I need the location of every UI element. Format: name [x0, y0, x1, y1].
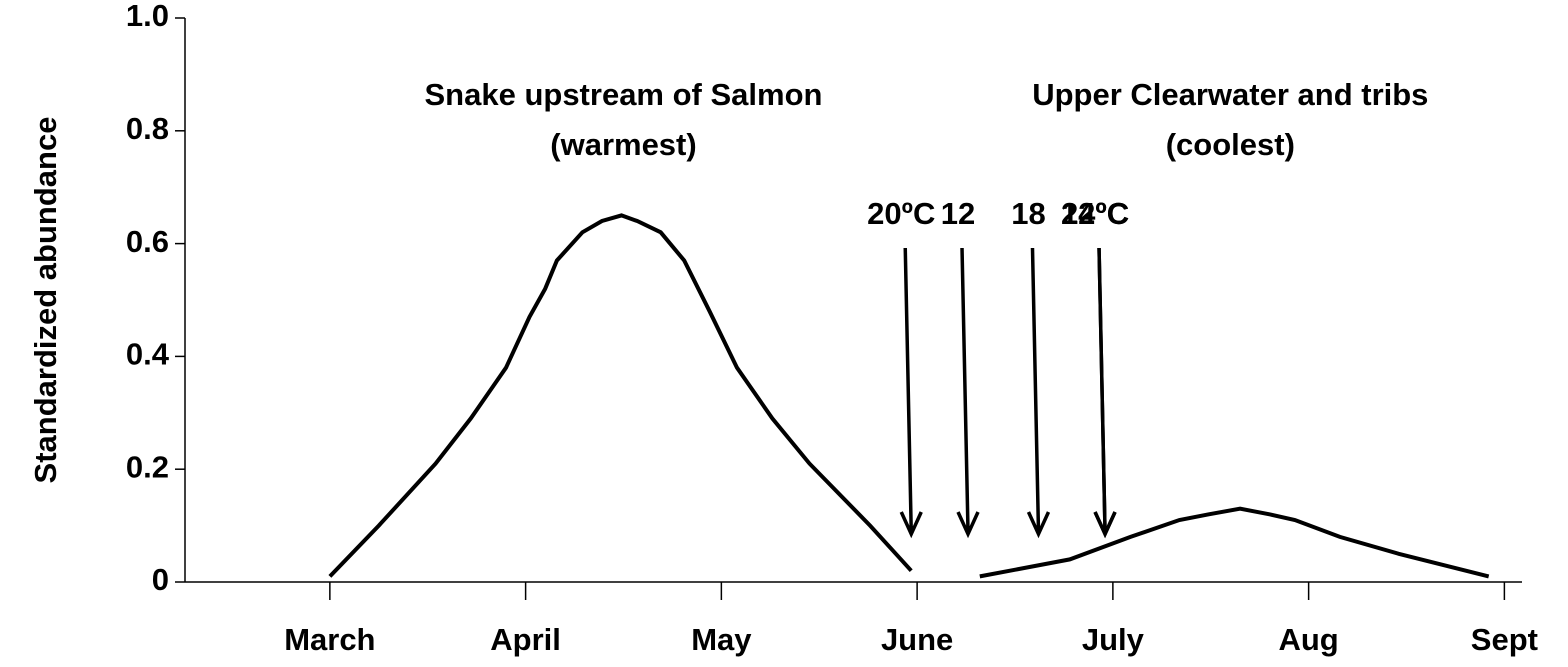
y-axis-label: Standardized abundance — [28, 117, 63, 484]
y-tick-label: 0.4 — [126, 337, 170, 372]
arrow — [1026, 247, 1051, 539]
x-tick-label: March — [284, 622, 375, 657]
arrow — [1093, 247, 1117, 539]
arrow — [899, 247, 923, 539]
arrow-label: 14ºC — [1061, 196, 1129, 231]
annotation: Snake upstream of Salmon — [425, 77, 823, 112]
arrow-label: 20ºC — [867, 196, 935, 231]
y-tick-label: 0 — [152, 562, 169, 597]
x-tick-label: July — [1082, 622, 1145, 657]
x-tick-label: June — [881, 622, 953, 657]
x-tick-label: May — [691, 622, 752, 657]
line-series — [328, 213, 913, 578]
annotation: (warmest) — [550, 127, 696, 162]
x-tick-label: Sept — [1471, 622, 1538, 657]
arrow-label: 12 — [941, 196, 975, 231]
annotation: Upper Clearwater and tribs — [1032, 77, 1428, 112]
y-tick-label: 0.8 — [126, 111, 169, 146]
x-tick-label: April — [490, 622, 561, 657]
y-tick-label: 0.6 — [126, 224, 169, 259]
y-tick-label: 1.0 — [126, 0, 169, 33]
x-tick-label: Aug — [1278, 622, 1338, 657]
line-series — [979, 506, 1490, 579]
arrow-label: 22ºC — [1061, 196, 1129, 231]
arrow-label: 18 — [1011, 196, 1045, 231]
y-tick-label: 0.2 — [126, 449, 169, 484]
arrow — [956, 247, 980, 539]
annotation: (coolest) — [1166, 127, 1295, 162]
